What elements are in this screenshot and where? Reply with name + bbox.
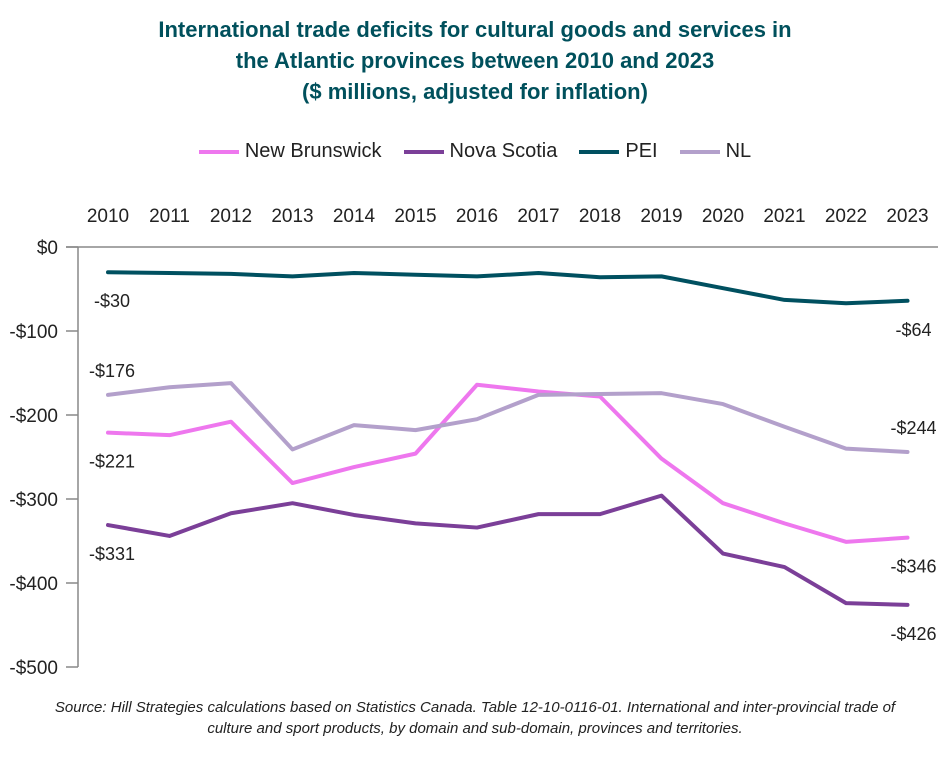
x-tick-label: 2016 <box>456 206 498 227</box>
legend-swatch <box>679 149 720 154</box>
data-label: -$64 <box>895 320 931 340</box>
title-line: the Atlantic provinces between 2010 and … <box>235 48 715 73</box>
source-note: Source: Hill Strategies calculations bas… <box>54 699 896 737</box>
data-label: -$176 <box>89 361 135 381</box>
x-tick-label: 2015 <box>394 206 436 227</box>
legend: New Brunswick Nova Scotia PEI NL <box>0 140 950 163</box>
data-label: -$30 <box>94 291 130 311</box>
x-tick-label: 2020 <box>702 206 744 227</box>
x-tick-label: 2019 <box>640 206 682 227</box>
x-tick-label: 2022 <box>825 206 867 227</box>
x-tick-label: 2010 <box>87 206 129 227</box>
legend-item-nl: NL <box>679 140 752 163</box>
title-line: International trade deficits for cultura… <box>158 17 792 42</box>
legend-item-new-brunswick: New Brunswick <box>198 140 382 163</box>
legend-label: Nova Scotia <box>449 140 558 162</box>
x-tick-label: 2018 <box>579 206 621 227</box>
x-tick-label: 2021 <box>763 206 805 227</box>
series-line-new-brunswick <box>106 382 910 544</box>
y-tick-label: -$400 <box>9 574 58 595</box>
line-chart: $0 -$100 -$200 -$300 -$400 -$500 2010 2011 2012 2… <box>9 206 938 679</box>
x-tick-label: 2013 <box>271 206 313 227</box>
x-tick-label: 2011 <box>149 206 190 227</box>
y-tick-label: -$300 <box>9 490 58 511</box>
x-tick-label: 2023 <box>886 206 928 227</box>
data-label: -$346 <box>890 557 936 577</box>
legend-label: PEI <box>625 140 658 162</box>
series-line-nova-scotia <box>106 493 910 607</box>
x-tick-label: 2012 <box>210 206 252 227</box>
legend-swatch <box>579 149 620 154</box>
y-tick-label: -$500 <box>9 658 58 679</box>
data-label: -$244 <box>890 418 936 438</box>
legend-item-nova-scotia: Nova Scotia <box>403 140 558 163</box>
data-label: -$221 <box>89 452 135 472</box>
data-label: -$331 <box>89 544 135 564</box>
series-line-nl <box>106 381 910 454</box>
data-label: -$426 <box>890 624 936 644</box>
y-tick-label: $0 <box>37 238 58 259</box>
legend-item-pei: PEI <box>579 140 658 163</box>
series-line-pei <box>106 270 910 306</box>
x-tick-label: 2014 <box>333 206 376 227</box>
y-tick-label: -$200 <box>9 406 58 427</box>
title-line: ($ millions, adjusted for inflation) <box>302 79 648 104</box>
x-tick-label: 2017 <box>517 206 559 227</box>
y-tick-label: -$100 <box>9 322 58 343</box>
chart-title: International trade deficits for cultura… <box>0 14 950 107</box>
legend-swatch <box>403 149 444 154</box>
legend-swatch <box>198 149 239 154</box>
legend-label: New Brunswick <box>244 140 382 162</box>
legend-label: NL <box>725 140 752 162</box>
